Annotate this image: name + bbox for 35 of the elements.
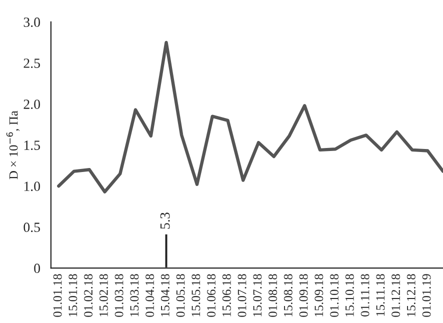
annotation: 5.3 (160, 212, 170, 229)
x-tick-label: 01.02.18 (84, 274, 93, 317)
x-tick-label: 15.06.18 (222, 274, 231, 316)
x-tick-label: 01.10.18 (330, 274, 339, 317)
y-tick-label: 2.0 (24, 100, 40, 110)
x-tick-label: 01.11.18 (360, 274, 370, 316)
x-tick-label: 15.01.18 (68, 274, 78, 316)
x-tick-label: 01.08.18 (268, 274, 278, 317)
x-tick-label: 15.03.18 (130, 274, 139, 316)
x-tick-label: 15.05.18 (192, 274, 200, 316)
x-tick-label: 01.07.18 (238, 274, 246, 317)
x-tick-label: 01.04.18 (146, 274, 154, 317)
x-tick-label: 15.04.18 (160, 274, 170, 316)
y-tick-label: 3.0 (24, 18, 40, 27)
y-tick-label: 1.5 (24, 140, 40, 150)
x-tick-label: 15.08.18 (284, 274, 292, 316)
x-tick-label: 15.12.18 (406, 274, 416, 316)
y-tick-label: 2.5 (24, 58, 40, 68)
x-tick-label: 15.10.18 (345, 274, 354, 316)
x-tick-label: 01.01.19 (422, 274, 431, 317)
line-series (57, 40, 443, 194)
y-tick-label: 1.0 (24, 182, 40, 192)
x-tick-label: 15.09.18 (314, 274, 324, 316)
y-axis-title: D × 10$^{−6}$, Па (6, 110, 20, 180)
x-tick-label: 01.06.18 (207, 274, 216, 317)
y-tick-label: 0 (34, 264, 40, 274)
x-tick-label: 01.09.18 (299, 274, 308, 317)
x-tick-label: 01.12.18 (392, 274, 400, 317)
x-tick-label: 01.03.18 (114, 274, 124, 317)
x-tick-label: 15.07.18 (253, 274, 262, 316)
x-tick-label: 01.01.18 (53, 274, 62, 317)
x-tick-label: 15.11.18 (376, 274, 385, 316)
x-tick-label: 15.02.18 (99, 274, 108, 316)
x-tick-label: 01.05.18 (176, 274, 185, 317)
y-tick-label: 0.5 (24, 222, 40, 232)
